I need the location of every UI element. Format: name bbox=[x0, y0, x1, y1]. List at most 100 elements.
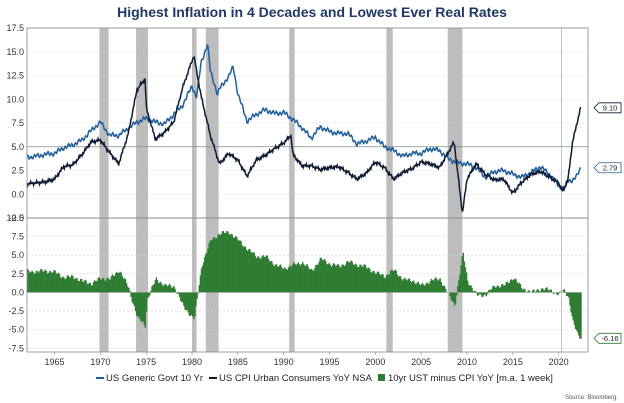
real-rate-bar bbox=[153, 283, 155, 293]
real-rate-bar bbox=[494, 287, 496, 293]
real-rate-bar bbox=[99, 279, 101, 293]
real-rate-bar bbox=[58, 274, 61, 293]
real-rate-bar bbox=[229, 234, 231, 293]
real-rate-bar bbox=[346, 261, 348, 293]
real-rate-bar bbox=[465, 272, 468, 293]
real-rate-bar bbox=[250, 251, 252, 293]
real-rate-bar bbox=[544, 290, 546, 293]
real-rate-bar bbox=[280, 264, 282, 293]
real-rate-bar bbox=[155, 277, 158, 293]
top-y-tick-2: 12.5 bbox=[6, 71, 24, 81]
real-rate-bar bbox=[96, 280, 98, 293]
real-rate-bar bbox=[242, 246, 244, 293]
top-y-tick-4: 7.5 bbox=[11, 118, 24, 128]
real-rate-bar bbox=[333, 263, 336, 293]
real-rate-bar bbox=[220, 234, 222, 293]
real-rate-bar bbox=[569, 292, 571, 306]
real-rate-bar bbox=[574, 292, 577, 329]
real-rate-bar bbox=[89, 282, 92, 293]
real-rate-bar bbox=[469, 285, 471, 293]
real-rate-bar bbox=[349, 262, 351, 293]
real-rate-bar bbox=[365, 267, 368, 293]
real-rate-bar bbox=[171, 288, 173, 293]
real-rate-bar bbox=[226, 231, 228, 293]
real-rate-bar bbox=[417, 281, 419, 293]
real-rate-bar bbox=[343, 266, 346, 293]
real-rate-bar bbox=[490, 290, 492, 293]
real-rate-bar bbox=[131, 292, 133, 302]
real-rate-bar bbox=[339, 267, 341, 293]
legend-label: US Generic Govt 10 Yr bbox=[106, 373, 203, 384]
real-rate-bar bbox=[479, 292, 481, 294]
real-rate-bar bbox=[434, 278, 436, 293]
real-rate-bar bbox=[438, 279, 440, 293]
real-rate-bar bbox=[558, 292, 560, 294]
real-rate-bar bbox=[75, 277, 77, 293]
real-rate-bar bbox=[201, 265, 204, 293]
real-rate-bar bbox=[292, 264, 294, 293]
real-rate-bar bbox=[55, 273, 57, 293]
real-rate-bar bbox=[412, 280, 414, 293]
real-rate-bar bbox=[88, 282, 90, 293]
real-rate-bar bbox=[247, 251, 249, 293]
top-y-tick-5: 5.0 bbox=[11, 142, 24, 152]
real-rate-bar bbox=[344, 264, 347, 293]
real-rate-bar bbox=[219, 234, 221, 293]
bottom-y-tick-5: -2.5 bbox=[8, 306, 24, 316]
legend-label: US CPI Urban Consumers YoY NSA bbox=[219, 373, 373, 384]
real-rate-bar bbox=[457, 286, 459, 293]
real-rate-bar bbox=[445, 288, 447, 293]
chart-grid bbox=[27, 27, 588, 352]
real-rate-bar bbox=[91, 284, 94, 293]
real-rate-bar bbox=[74, 279, 76, 293]
bottom-y-tick-4: 0.0 bbox=[11, 287, 24, 297]
real-rate-bar bbox=[177, 292, 180, 294]
real-rate-bar bbox=[127, 286, 129, 293]
real-rate-bar bbox=[352, 264, 354, 293]
bottom-y-tick-6: -5.0 bbox=[8, 325, 24, 335]
real-rate-bar bbox=[383, 277, 385, 293]
real-rate-bar bbox=[476, 292, 479, 296]
real-rate-bar bbox=[572, 292, 574, 321]
real-rate-bar bbox=[324, 259, 326, 293]
x-tick-label-7: 2000 bbox=[365, 357, 385, 367]
real-rate-bar bbox=[129, 290, 131, 293]
series-end-labels: 9.10 2.79 -6.16 bbox=[593, 102, 622, 344]
real-rate-bar bbox=[215, 238, 217, 293]
real-rate-bar bbox=[486, 292, 489, 294]
real-rate-bar bbox=[137, 292, 139, 317]
real-rate-bar bbox=[50, 271, 52, 293]
real-rate-bar bbox=[267, 259, 270, 293]
real-rate-bar bbox=[575, 292, 578, 331]
real-rate-bar bbox=[118, 272, 120, 293]
real-rate-bar bbox=[394, 269, 396, 293]
real-rate-bar bbox=[251, 253, 253, 293]
real-rate-bar bbox=[402, 280, 404, 293]
real-rate-bar bbox=[133, 292, 136, 307]
real-rate-bar bbox=[82, 281, 84, 293]
real-rate-bar bbox=[578, 292, 580, 336]
real-rate-bar bbox=[464, 267, 467, 293]
real-rate-bar bbox=[548, 290, 550, 293]
real-rate-bar bbox=[239, 240, 241, 293]
real-rate-bar bbox=[509, 279, 512, 293]
legend-swatch bbox=[377, 374, 385, 381]
real-rate-bar bbox=[145, 292, 148, 312]
real-rate-bar bbox=[190, 292, 193, 315]
real-rate-bar bbox=[501, 284, 503, 293]
real-rate-bar bbox=[283, 268, 285, 293]
real-rate-bar bbox=[528, 290, 530, 293]
real-rate-bar bbox=[112, 275, 115, 293]
real-rate-bar bbox=[410, 282, 413, 293]
x-tick-label-0: 1965 bbox=[44, 357, 64, 367]
x-tick-label-2: 1975 bbox=[136, 357, 156, 367]
real-rate-bar bbox=[573, 292, 576, 325]
real-rate-bar bbox=[348, 262, 350, 293]
real-rate-bar bbox=[249, 249, 251, 293]
real-rate-bar bbox=[520, 287, 523, 293]
real-rate-bar bbox=[288, 265, 291, 293]
x-tick-label-10: 2015 bbox=[503, 357, 523, 367]
real-rate-bar bbox=[308, 269, 310, 293]
real-rate-bar bbox=[275, 264, 277, 293]
